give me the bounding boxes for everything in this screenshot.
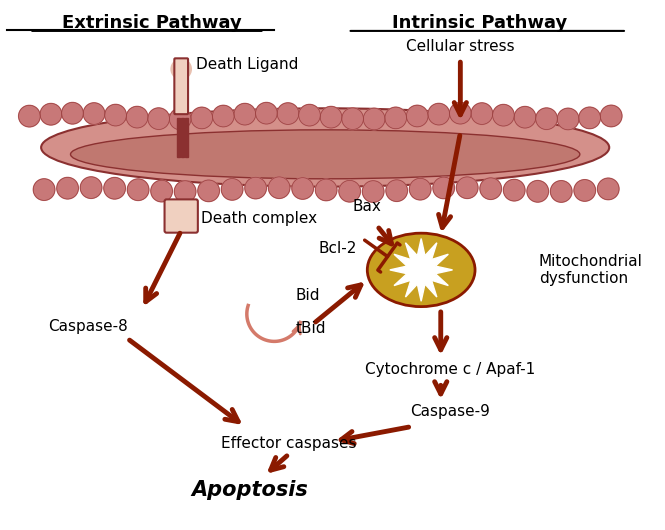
Text: Effector caspases: Effector caspases — [221, 436, 356, 450]
Text: Apoptosis: Apoptosis — [192, 480, 308, 500]
Circle shape — [551, 181, 572, 202]
Circle shape — [579, 107, 600, 129]
Circle shape — [127, 179, 149, 200]
Text: Intrinsic Pathway: Intrinsic Pathway — [392, 14, 567, 32]
Circle shape — [557, 108, 579, 130]
Circle shape — [503, 179, 525, 201]
Circle shape — [245, 177, 267, 199]
Circle shape — [62, 102, 83, 124]
Circle shape — [33, 179, 55, 200]
Circle shape — [255, 102, 277, 124]
Text: Mitochondrial
dysfunction: Mitochondrial dysfunction — [539, 254, 642, 286]
Circle shape — [170, 108, 191, 130]
Circle shape — [428, 103, 450, 125]
Polygon shape — [390, 238, 452, 301]
Circle shape — [174, 181, 196, 202]
Circle shape — [385, 107, 406, 129]
Circle shape — [342, 108, 363, 129]
Text: Bax: Bax — [353, 199, 382, 214]
Circle shape — [104, 178, 126, 199]
Circle shape — [19, 105, 40, 127]
Circle shape — [191, 107, 213, 129]
Circle shape — [450, 102, 471, 124]
Bar — [181, 118, 184, 157]
Text: Extrinsic Pathway: Extrinsic Pathway — [62, 14, 241, 32]
Circle shape — [471, 103, 493, 125]
Circle shape — [527, 181, 549, 202]
Circle shape — [597, 178, 619, 200]
Circle shape — [151, 180, 172, 202]
Circle shape — [126, 107, 148, 128]
Circle shape — [363, 108, 385, 130]
Circle shape — [480, 178, 501, 199]
Bar — [185, 118, 188, 157]
Circle shape — [433, 177, 454, 199]
Bar — [178, 118, 180, 157]
Circle shape — [406, 105, 428, 127]
Circle shape — [105, 104, 126, 126]
Circle shape — [600, 105, 622, 127]
Circle shape — [514, 107, 536, 128]
FancyBboxPatch shape — [174, 58, 188, 114]
Circle shape — [315, 179, 337, 201]
Circle shape — [410, 179, 431, 200]
Circle shape — [40, 103, 62, 125]
Text: Bid: Bid — [296, 288, 321, 303]
Circle shape — [321, 107, 342, 128]
Text: Caspase-8: Caspase-8 — [49, 319, 128, 334]
Text: Cellular stress: Cellular stress — [406, 39, 515, 54]
Text: Death Ligand: Death Ligand — [196, 57, 299, 72]
Circle shape — [83, 103, 105, 125]
Circle shape — [362, 181, 384, 202]
FancyBboxPatch shape — [164, 199, 198, 233]
Circle shape — [269, 177, 290, 198]
Circle shape — [148, 108, 170, 129]
Circle shape — [456, 177, 478, 198]
Circle shape — [277, 103, 299, 125]
Circle shape — [574, 180, 596, 201]
Circle shape — [80, 177, 102, 198]
Circle shape — [172, 59, 191, 79]
Circle shape — [198, 180, 219, 201]
Circle shape — [386, 180, 408, 201]
Text: tBid: tBid — [296, 321, 327, 336]
Text: Cytochrome c / Apaf-1: Cytochrome c / Apaf-1 — [366, 363, 536, 377]
Circle shape — [493, 104, 514, 126]
Ellipse shape — [41, 108, 609, 187]
Circle shape — [536, 108, 557, 129]
Circle shape — [339, 180, 360, 202]
Circle shape — [292, 178, 313, 199]
Circle shape — [213, 105, 234, 127]
Ellipse shape — [367, 233, 475, 307]
Text: Caspase-9: Caspase-9 — [410, 404, 491, 419]
Ellipse shape — [70, 130, 580, 179]
Circle shape — [234, 103, 255, 125]
Circle shape — [299, 104, 321, 126]
Text: Bcl-2: Bcl-2 — [319, 241, 357, 256]
Circle shape — [221, 179, 243, 200]
Circle shape — [57, 178, 78, 199]
Text: Death complex: Death complex — [201, 211, 317, 226]
